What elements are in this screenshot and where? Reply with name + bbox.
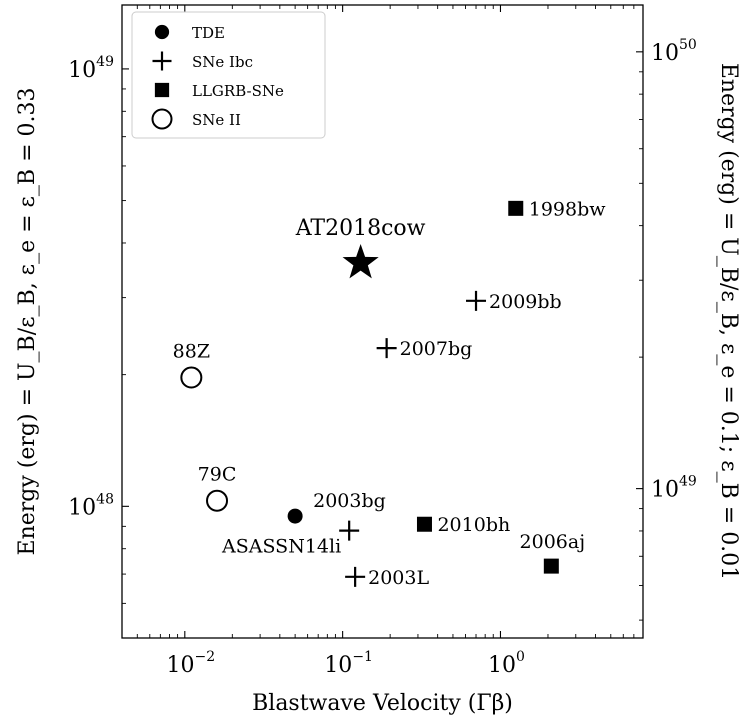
y-axis-label-right: Energy (erg) = U_B/ε_B, ε_e = 0.1; ε_B =… — [716, 63, 741, 580]
point-open-circle-marker — [180, 366, 203, 389]
point-label: ASASSN14li — [221, 536, 341, 558]
y-tick-label-right-base: 10 — [651, 478, 679, 503]
point-label: 2009bb — [489, 291, 562, 313]
legend-entry-label: TDE — [192, 24, 225, 42]
point-filled-square-marker — [508, 200, 524, 216]
point-plus-marker — [339, 520, 360, 541]
y-tick-label-left-base: 10 — [68, 495, 96, 520]
point-plus-marker — [466, 290, 487, 311]
y-axis-label-left: Energy (erg) = U_B/ε_B, ε_e = ε_B = 0.33 — [15, 88, 40, 556]
point-star-marker — [342, 244, 379, 279]
x-tick-label: 10−2 — [166, 649, 215, 678]
y-tick-label-right-exp: 49 — [679, 474, 697, 490]
point-label: 1998bw — [529, 198, 607, 220]
y-tick-label-right-exp: 50 — [679, 37, 697, 53]
x-tick-label: 10−1 — [324, 649, 373, 678]
x-axis-label: Blastwave Velocity (Γβ) — [252, 691, 513, 716]
plot-frame — [121, 4, 644, 639]
point-plus-marker — [376, 338, 397, 359]
x-tick-label-exp: 0 — [516, 649, 525, 665]
point-label: 79C — [198, 464, 237, 486]
legend-entry-label: SNe Ibc — [192, 53, 253, 71]
x-tick-label-base: 10 — [166, 653, 194, 678]
y-tick-label-right: 1049 — [651, 474, 697, 503]
y-tick-label-right-base: 10 — [651, 41, 679, 66]
point-plus-marker — [345, 566, 366, 587]
legend-marker — [154, 24, 170, 40]
point-filled-square-marker — [543, 558, 559, 574]
legend-marker — [152, 51, 172, 71]
point-label: 2010bh — [437, 514, 510, 536]
x-tick-label-exp: −1 — [352, 649, 373, 665]
x-tick-label-exp: −2 — [194, 649, 215, 665]
point-filled-square-marker — [416, 516, 432, 532]
point-label: 2006aj — [520, 531, 586, 553]
y-tick-label-right: 1050 — [651, 37, 697, 66]
y-tick-label-left-base: 10 — [68, 58, 96, 83]
y-tick-label-left: 1049 — [68, 54, 114, 83]
legend-entry-label: SNe II — [192, 111, 241, 129]
x-tick-label: 100 — [488, 649, 525, 678]
y-tick-label-left-exp: 49 — [96, 54, 114, 70]
point-filled-circle-marker — [287, 508, 303, 524]
legend-box — [131, 11, 326, 139]
legend-marker — [151, 108, 173, 130]
point-open-circle-marker — [206, 489, 229, 512]
point-label: 2003L — [368, 567, 429, 589]
y-tick-label-left: 1048 — [68, 491, 114, 520]
x-tick-label-base: 10 — [324, 653, 352, 678]
x-tick-label-base: 10 — [488, 653, 516, 678]
point-label: 88Z — [173, 341, 210, 363]
legend-entry-label: LLGRB-SNe — [192, 82, 284, 100]
y-tick-label-left-exp: 48 — [96, 491, 114, 507]
legend-marker — [154, 82, 170, 98]
point-label: 2003bg — [313, 490, 386, 512]
point-label: AT2018cow — [295, 216, 426, 241]
point-label: 2007bg — [400, 338, 473, 360]
